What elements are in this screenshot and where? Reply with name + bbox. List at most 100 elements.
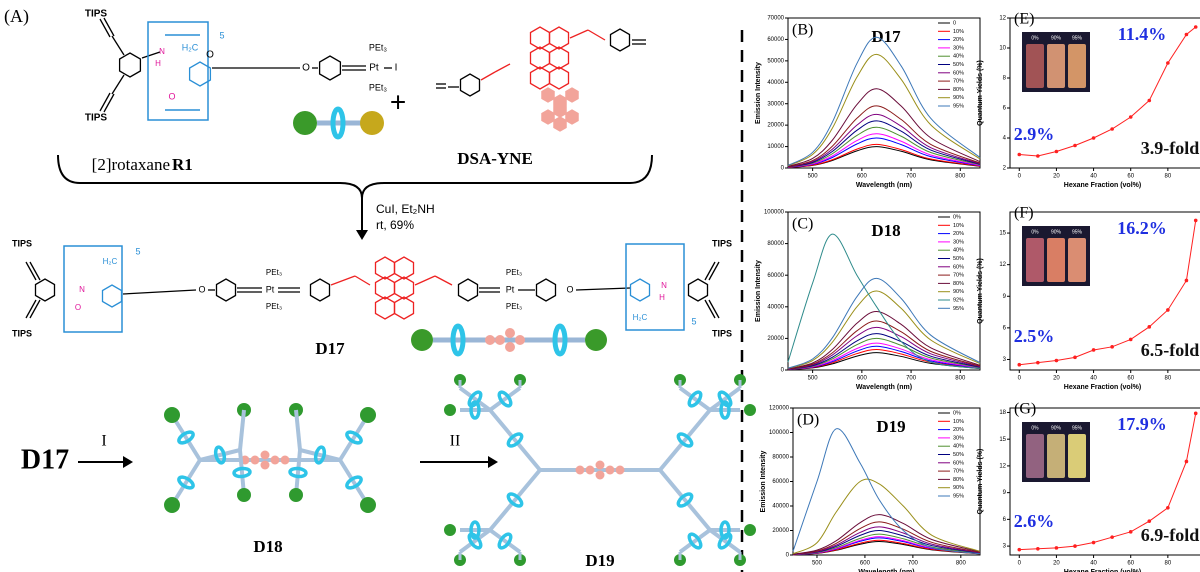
point xyxy=(1166,308,1170,312)
x-tick-label: 600 xyxy=(857,174,868,180)
annotation-min: 2.6% xyxy=(1014,511,1055,531)
y-tick-label: 40000 xyxy=(767,80,784,86)
vial xyxy=(1026,44,1044,88)
y-tick-label: 15 xyxy=(999,437,1006,443)
y-tick-label: 50000 xyxy=(767,58,784,64)
annotation-max: 11.4% xyxy=(1118,24,1167,44)
y-tick-label: 0 xyxy=(781,166,785,172)
point xyxy=(1110,345,1114,349)
inset-label: 90% xyxy=(1051,425,1062,431)
label: TIPS xyxy=(12,238,32,248)
inset-label: 0% xyxy=(1031,425,1039,431)
point xyxy=(1129,338,1133,342)
y-tick-label: 30000 xyxy=(767,101,784,107)
legend-label: 10% xyxy=(953,29,964,35)
point xyxy=(1194,219,1198,223)
label: I xyxy=(101,433,106,450)
ring xyxy=(550,27,569,49)
point xyxy=(1092,136,1096,140)
legend-label: 30% xyxy=(953,435,964,441)
ring xyxy=(531,67,550,89)
bond xyxy=(104,94,114,112)
figure: (A)NTIPSTIPS5H₂COOHOPtPEt₃PEt₃I+[2]rotax… xyxy=(0,0,1200,572)
annotation-fold: 6.5-fold xyxy=(1141,340,1200,360)
label: O xyxy=(206,50,214,61)
chart-title: D17 xyxy=(871,27,901,46)
point xyxy=(1185,460,1189,464)
label: (A) xyxy=(4,6,29,27)
x-tick-label: 20 xyxy=(1053,174,1060,180)
x-tick-label: 800 xyxy=(955,376,966,382)
stick xyxy=(490,388,520,410)
legend-label: 0 xyxy=(953,20,956,26)
x-axis-label: Hexane Fraction (vol%) xyxy=(1064,384,1141,391)
legend-label: 70% xyxy=(953,469,964,475)
point xyxy=(1147,325,1151,329)
label: PEt₃ xyxy=(266,268,282,277)
x-tick-label: 80 xyxy=(1165,561,1172,567)
y-tick-label: 15 xyxy=(999,231,1006,237)
label: O xyxy=(168,91,175,101)
label: rt, 69% xyxy=(376,218,414,232)
label: H₂C xyxy=(182,42,199,52)
label: N xyxy=(661,281,667,290)
y-tick-label: 9 xyxy=(1003,294,1007,300)
label: O xyxy=(198,284,205,294)
label: D18 xyxy=(253,537,282,556)
point xyxy=(1092,541,1096,545)
ring xyxy=(566,88,578,102)
label: + xyxy=(390,86,406,117)
label: N xyxy=(159,47,165,56)
y-axis-label: Emission Intensity xyxy=(755,62,762,124)
arrow-head xyxy=(488,456,498,468)
point xyxy=(1166,506,1170,510)
vial xyxy=(1026,238,1044,282)
y-tick-label: 12 xyxy=(999,463,1006,469)
ring xyxy=(542,110,554,124)
label: PEt₃ xyxy=(266,302,282,311)
annotation-min: 2.9% xyxy=(1014,124,1055,144)
inset-photo: 0%90%95% xyxy=(1022,226,1090,286)
core xyxy=(616,466,625,475)
y-tick-label: 9 xyxy=(1003,490,1007,496)
y-axis-label: Emission Intensity xyxy=(755,260,762,322)
legend-label: 90% xyxy=(953,485,964,491)
label: D17 xyxy=(21,444,69,475)
label: TIPS xyxy=(712,328,732,338)
x-tick-label: 800 xyxy=(955,174,966,180)
y-axis-label: Quantum Yields (%) xyxy=(977,60,984,126)
label: Pt xyxy=(266,284,275,294)
ring xyxy=(550,47,569,69)
point xyxy=(1055,546,1059,550)
label: O xyxy=(566,284,573,294)
series-line xyxy=(788,321,980,369)
x-tick-label: 40 xyxy=(1090,561,1097,567)
point xyxy=(1055,150,1059,154)
y-tick-label: 8 xyxy=(1003,76,1007,82)
ball xyxy=(360,407,376,423)
stick xyxy=(660,470,710,530)
core xyxy=(606,466,615,475)
core xyxy=(576,466,585,475)
legend-label: 95% xyxy=(953,306,964,312)
x-tick-label: 0 xyxy=(1018,174,1022,180)
ring xyxy=(217,279,236,301)
y-tick-label: 60000 xyxy=(767,273,784,279)
label: N xyxy=(79,285,85,294)
legend-label: 40% xyxy=(953,54,964,60)
ball xyxy=(744,524,756,536)
y-tick-label: 60000 xyxy=(767,37,784,43)
legend-label: 40% xyxy=(953,248,964,254)
core xyxy=(596,471,605,480)
core xyxy=(505,328,515,338)
point xyxy=(1055,359,1059,363)
y-tick-label: 10000 xyxy=(767,144,784,150)
ring xyxy=(566,110,578,124)
point xyxy=(1036,361,1040,365)
legend-label: 60% xyxy=(953,70,964,76)
page: (A)NTIPSTIPS5H₂COOHOPtPEt₃PEt₃I+[2]rotax… xyxy=(0,0,1200,572)
core xyxy=(505,342,515,352)
y-tick-label: 20000 xyxy=(767,336,784,342)
y-tick-label: 10 xyxy=(999,46,1006,52)
point xyxy=(1194,25,1198,29)
